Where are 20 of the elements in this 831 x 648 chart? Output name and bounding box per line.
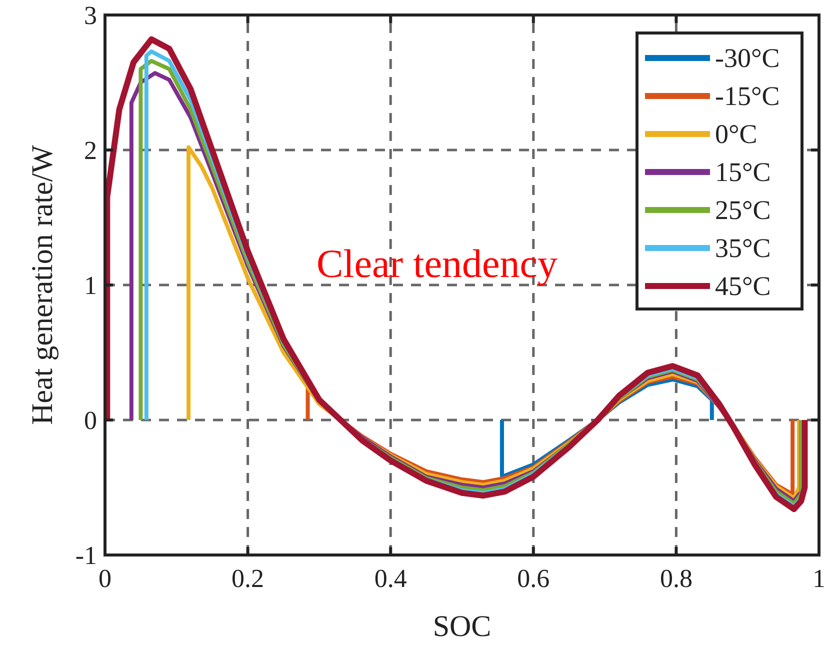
y-tick-label: 1 — [84, 271, 97, 300]
x-tick-label: 0.4 — [374, 564, 407, 593]
legend-label: -15°C — [715, 81, 780, 111]
legend-label: 45°C — [715, 271, 771, 301]
y-tick-label: 3 — [84, 1, 97, 30]
annotation: Clear tendency — [316, 240, 558, 286]
legend-label: 35°C — [715, 233, 771, 263]
y-tick-label: -1 — [75, 541, 97, 570]
x-tick-label: 0.6 — [517, 564, 550, 593]
x-tick-label: 1 — [812, 564, 826, 593]
x-tick-label: 0.2 — [232, 564, 264, 593]
y-tick-label: 2 — [84, 136, 97, 165]
legend-label: 15°C — [715, 157, 771, 187]
y-tick-label: 0 — [84, 406, 97, 435]
x-axis-title: SOC — [432, 610, 492, 643]
y-axis-title: Heat generation rate/W — [26, 144, 59, 425]
legend-label: 25°C — [715, 195, 771, 225]
legend-label: 0°C — [715, 119, 758, 149]
x-tick-label: 0.8 — [660, 564, 692, 593]
legend-label: -30°C — [715, 43, 780, 73]
